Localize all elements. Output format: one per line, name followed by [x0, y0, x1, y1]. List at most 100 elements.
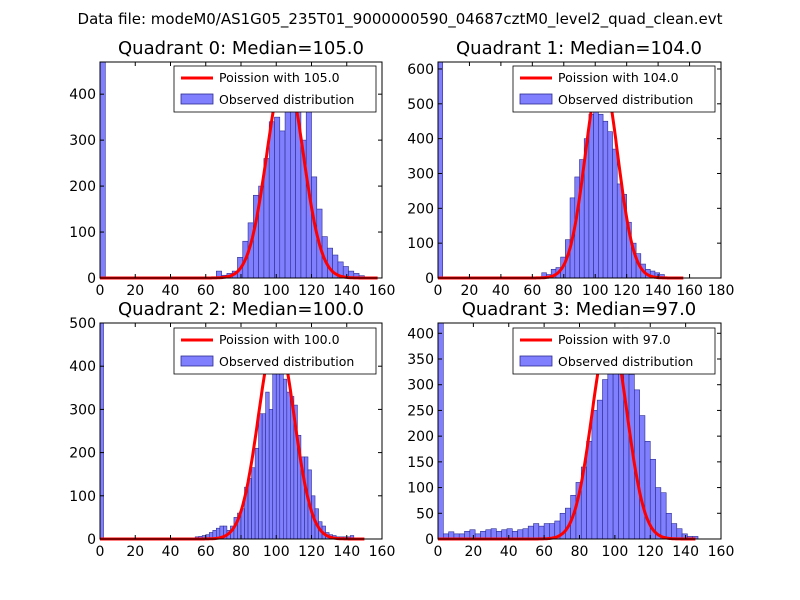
x-tick-label: 140 [645, 283, 672, 299]
y-tick-label: 400 [407, 132, 434, 148]
panel-quadrant-2: Quadrant 2: Median=100.0 0 20 40 60 80 100 120… [69, 299, 395, 560]
y-tick-label: 200 [69, 179, 96, 195]
histogram-bar [588, 113, 594, 279]
x-tick-label: 160 [708, 544, 735, 560]
legend-bar-swatch [180, 355, 214, 367]
y-tick-label: 50 [416, 506, 434, 522]
ticks-group: 0 20 40 60 80 100 120 140 160 1800100200300400500… [407, 62, 734, 299]
x-tick-label: 40 [492, 283, 510, 299]
histogram-bar [254, 447, 259, 540]
x-tick-label: 100 [263, 544, 290, 560]
legend-bar-label: Observed distribution [558, 92, 693, 107]
legend: Poission with 104.0 Observed distributio… [512, 65, 716, 113]
histogram-bar [591, 410, 598, 540]
histogram-bar [272, 346, 277, 540]
histogram-bar [639, 415, 646, 540]
x-tick-label: 40 [500, 544, 518, 560]
y-tick-label: 200 [69, 446, 96, 462]
legend: Poission with 100.0 Observed distributio… [173, 327, 377, 375]
histogram-bar [247, 478, 252, 540]
legend-line-label: Poission with 97.0 [558, 332, 671, 347]
legend-line-label: Poission with 100.0 [219, 332, 340, 347]
x-tick-label: 80 [571, 544, 589, 560]
panel-title: Quadrant 3: Median=97.0 [462, 299, 697, 320]
x-tick-label: 120 [613, 283, 640, 299]
x-tick-label: 60 [535, 544, 553, 560]
histogram-bar [671, 523, 678, 540]
histogram-bar [279, 130, 286, 279]
x-tick-label: 80 [232, 283, 250, 299]
x-tick-label: 20 [126, 544, 144, 560]
histogram-bar [533, 523, 540, 540]
y-tick-label: 300 [407, 166, 434, 182]
histogram-bar [602, 379, 609, 540]
x-tick-label: 180 [708, 283, 735, 299]
y-tick-label: 350 [407, 352, 434, 368]
y-tick-label: 500 [69, 316, 96, 332]
x-tick-label: 140 [672, 544, 699, 560]
x-tick-label: 20 [461, 283, 479, 299]
x-tick-label: 100 [602, 544, 629, 560]
x-tick-label: 60 [523, 283, 541, 299]
y-tick-label: 0 [425, 532, 434, 548]
x-tick-label: 40 [162, 544, 180, 560]
histogram-bar [268, 409, 274, 540]
axes-frame [437, 61, 722, 279]
x-tick-label: 40 [162, 283, 180, 299]
x-tick-label: 120 [298, 544, 325, 560]
y-tick-label: 300 [69, 133, 96, 149]
y-tick-label: 250 [407, 403, 434, 419]
panel-quadrant-0: Quadrant 0: Median=105.0 0 20 40 60 80 100 120… [69, 38, 395, 299]
legend: Poission with 105.0 Observed distributio… [173, 65, 377, 113]
histogram-bar-zero [437, 322, 444, 540]
legend-bar-label: Observed distribution [219, 354, 354, 369]
x-tick-label: 20 [464, 544, 482, 560]
legend-line-label: Poission with 105.0 [219, 70, 340, 85]
histogram-bar [490, 528, 497, 540]
panel-quadrant-1: Quadrant 1: Median=104.0 0 20 40 60 80 100 120… [407, 38, 734, 299]
x-tick-label: 60 [197, 283, 215, 299]
histogram-bar [538, 525, 545, 540]
histogram-bar [527, 525, 534, 540]
y-tick-label: 100 [407, 236, 434, 252]
histogram-bar [660, 492, 667, 540]
legend-frame [173, 327, 377, 375]
x-tick-label: 0 [96, 283, 105, 299]
histogram-bar [282, 378, 288, 540]
legend-bar-label: Observed distribution [558, 354, 693, 369]
histogram-bar [612, 148, 618, 279]
x-tick-label: 100 [263, 283, 290, 299]
x-tick-label: 160 [369, 283, 396, 299]
legend-bar-swatch [180, 93, 214, 105]
x-tick-label: 60 [197, 544, 215, 560]
y-tick-label: 300 [407, 378, 434, 394]
histogram-bar [275, 348, 281, 540]
x-tick-label: 120 [637, 544, 664, 560]
x-tick-label: 0 [96, 544, 105, 560]
panel-title: Quadrant 0: Median=105.0 [118, 38, 364, 59]
y-tick-label: 100 [407, 481, 434, 497]
x-tick-label: 160 [369, 544, 396, 560]
y-tick-label: 200 [407, 201, 434, 217]
histogram-bar [258, 413, 263, 540]
y-tick-label: 400 [69, 87, 96, 103]
legend-bar-swatch [519, 355, 553, 367]
histogram-bar [284, 103, 291, 279]
histogram-bar [506, 528, 513, 540]
y-tick-label: 200 [407, 429, 434, 445]
panel-title: Quadrant 1: Median=104.0 [456, 38, 702, 59]
x-tick-label: 100 [582, 283, 609, 299]
histogram-bar [602, 120, 609, 279]
legend-bar-label: Observed distribution [219, 92, 354, 107]
x-tick-label: 140 [333, 544, 360, 560]
x-tick-label: 0 [434, 544, 443, 560]
x-tick-label: 0 [434, 283, 443, 299]
histogram-bar [596, 399, 603, 540]
histogram-bar [261, 413, 266, 540]
ticks-group: 0 20 40 60 80 100 120 140 160 0 100 200 300 400 [69, 62, 395, 299]
x-tick-label: 80 [555, 283, 573, 299]
histogram-bar [290, 93, 296, 279]
y-tick-label: 0 [87, 271, 96, 287]
y-tick-label: 300 [69, 402, 96, 418]
